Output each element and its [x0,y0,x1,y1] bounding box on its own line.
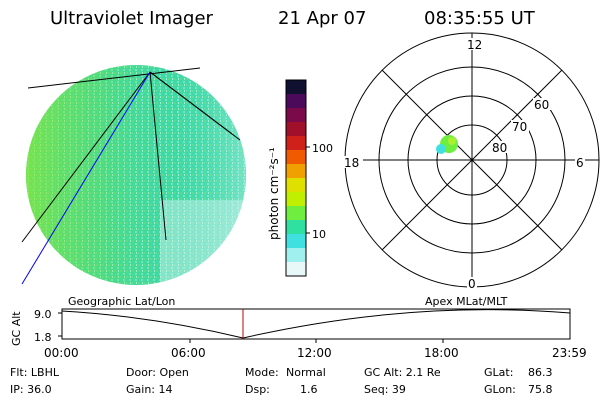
colorbar-tick-100: 100 [312,142,333,155]
colorbar-segment [286,234,306,249]
xtick-0000: 00:00 [44,346,79,360]
instrument-title: Ultraviolet Imager [50,8,213,29]
polar-label-0: 0 [468,277,476,291]
mode-label: Mode: [245,366,279,379]
timeline-axis-label: GC Alt [10,311,23,346]
colorbar-segment [286,94,306,109]
filter-info: Flt: LBHL [10,366,59,379]
colorbar-segment [286,150,306,165]
apex-label: Apex MLat/MLT [425,295,508,308]
door-info: Door: Open [126,366,189,379]
dsp-value: 1.6 [300,383,318,396]
colorbar-segment [286,192,306,207]
polar-label-70: 70 [512,120,527,134]
time-label: 08:35:55 UT [424,8,535,29]
gain-info: Gain: 14 [126,383,173,396]
colorbar-segment [286,164,306,179]
colorbar-label: photon cm⁻²s⁻¹ [267,147,281,240]
xtick-0600: 06:00 [171,346,206,360]
glat-label: GLat: [484,366,514,379]
mode-value: Normal [286,366,326,379]
colorbar-segment [286,136,306,151]
xtick-1200: 12:00 [297,346,332,360]
terminator-line [21,71,151,285]
polar-label-6: 6 [576,156,584,170]
colorbar-segment [286,108,306,123]
colorbar-segment [286,262,306,277]
xtick-1800: 18:00 [424,346,459,360]
polar-label-18: 18 [344,156,359,170]
colorbar-segment [286,122,306,137]
colorbar-tick-10: 10 [312,228,326,241]
seq-info: Seq: 39 [364,383,406,396]
glat-value: 86.3 [528,366,553,379]
ip-info: IP: 36.0 [10,383,52,396]
polar-label-80: 80 [492,141,507,155]
colorbar-segment [286,80,306,95]
ytick-low: 1.8 [34,331,52,344]
glon-value: 75.8 [528,383,553,396]
ytick-high: 9.0 [34,308,52,321]
glon-label: GLon: [484,383,516,396]
polar-label-60: 60 [534,98,549,112]
gcalt-info: GC Alt: 2.1 Re [364,366,441,379]
polar-label-12: 12 [467,38,482,52]
date-label: 21 Apr 07 [278,8,367,29]
colorbar-segment [286,220,306,235]
xtick-2359: 23:59 [552,346,587,360]
colorbar-segment [286,206,306,221]
colorbar-segment [286,248,306,263]
geographic-label: Geographic Lat/Lon [68,295,176,308]
colorbar-segment [286,178,306,193]
dsp-label: Dsp: [245,383,270,396]
